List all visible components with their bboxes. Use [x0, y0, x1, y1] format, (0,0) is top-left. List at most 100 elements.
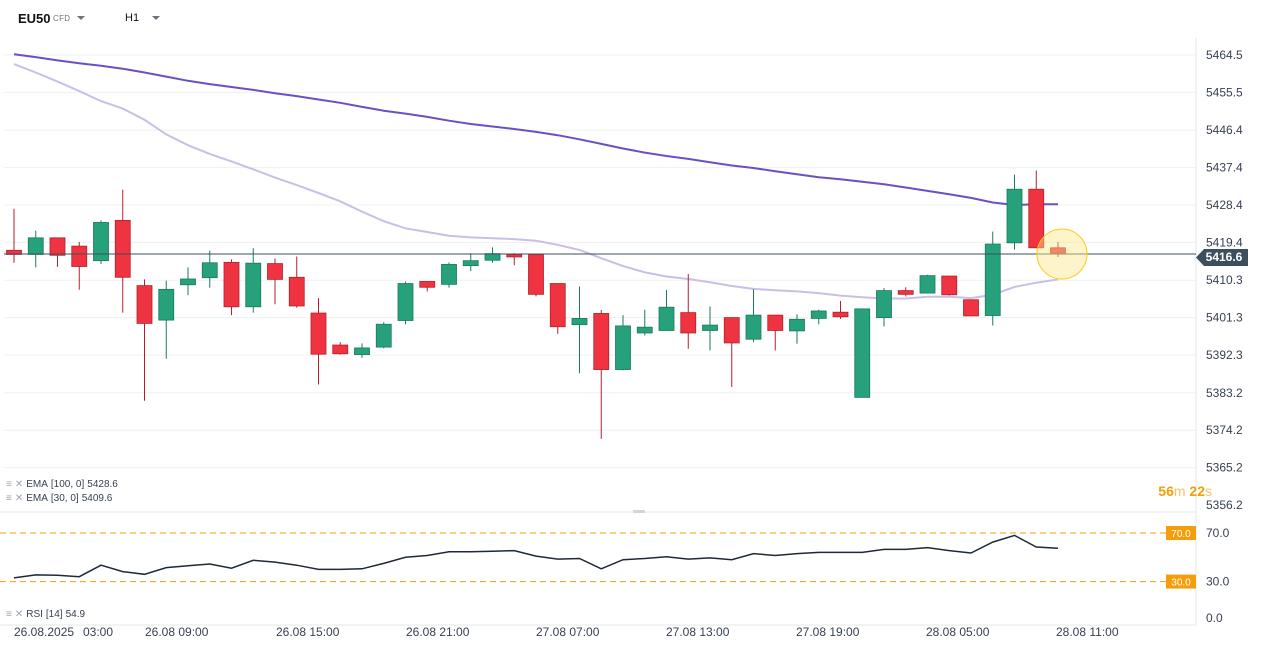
- time-tick-label: 27.08 19:00: [796, 625, 860, 639]
- ema100-label: EMA: [26, 479, 48, 490]
- price-tick-label: 5356.2: [1206, 498, 1243, 512]
- price-tick-label: 5455.5: [1206, 85, 1243, 99]
- current-price-tag: 5416.6: [1196, 249, 1248, 266]
- candle-body: [332, 344, 349, 355]
- candle-body: [702, 324, 718, 331]
- time-tick-label: 27.08 07:00: [536, 625, 600, 639]
- price-tick-label: 5374.2: [1206, 423, 1243, 437]
- candle-body: [636, 326, 653, 334]
- remove-icon[interactable]: ✕: [14, 609, 24, 620]
- candle-body: [180, 278, 196, 286]
- settings-icon[interactable]: ≡: [6, 493, 12, 504]
- timeframe-dropdown-chevron-icon[interactable]: [152, 16, 160, 20]
- instrument-type-label: CFD: [53, 14, 71, 23]
- price-tick-label: 5392.3: [1206, 348, 1243, 362]
- candle-body: [267, 263, 283, 280]
- rsi-level-tag-label: 30.0: [1171, 578, 1191, 589]
- price-tick-label: 5419.4: [1206, 235, 1243, 249]
- timeframe-selector[interactable]: H1: [125, 12, 140, 24]
- rsi-legend[interactable]: ≡ ✕ RSI [14] 54.9: [6, 609, 85, 620]
- candle-body: [288, 276, 305, 307]
- time-tick-label: 28.08 05:00: [926, 625, 990, 639]
- ema30-legend[interactable]: ≡ ✕ EMA [30, 0] 5409.6: [6, 493, 112, 504]
- time-tick-label: 26.08.2025: [14, 625, 74, 639]
- candle-body: [658, 306, 675, 331]
- candle-body: [49, 237, 66, 256]
- rsi-value: 54.9: [65, 609, 86, 620]
- countdown-minutes-unit: m: [1173, 483, 1186, 499]
- rsi-level-tag-label: 70.0: [1171, 529, 1191, 540]
- time-tick-label: 28.08 11:00: [1056, 625, 1119, 639]
- rsi-axis-label: 30.0: [1206, 575, 1230, 589]
- ema100-value: 5428.6: [87, 479, 118, 490]
- price-tick-label: 5437.4: [1206, 161, 1243, 175]
- price-tick-label: 5446.4: [1206, 123, 1243, 137]
- settings-icon[interactable]: ≡: [6, 609, 12, 620]
- price-tick-label: 5401.3: [1206, 311, 1243, 325]
- time-tick-label: 27.08 13:00: [666, 625, 730, 639]
- rsi-axis-label: 0.0: [1206, 611, 1223, 625]
- candle-body: [462, 260, 479, 267]
- ema-100-path: [13, 53, 1058, 207]
- ema100-legend[interactable]: ≡ ✕ EMA [100, 0] 5428.6: [6, 479, 118, 490]
- candle-body: [441, 264, 457, 285]
- current-price-value: 5416.6: [1205, 250, 1243, 264]
- candle-body: [897, 290, 914, 295]
- time-tick-label: 03:00: [83, 625, 113, 639]
- candle-body: [1028, 188, 1045, 249]
- candlestick-series: [6, 170, 1066, 439]
- time-axis: 26.08.2025 03:00 26.08 09:00 26.08 15:00 26.…: [0, 624, 1196, 639]
- remove-icon[interactable]: ✕: [14, 479, 24, 490]
- ema30-label: EMA: [26, 493, 48, 504]
- candle-body: [354, 347, 370, 355]
- candle-body: [723, 317, 740, 344]
- candle-body: [419, 281, 436, 288]
- candle-body: [876, 290, 892, 319]
- candle-body: [680, 312, 697, 334]
- candle-body: [310, 312, 327, 355]
- toolbar: EU50 CFD H1: [0, 0, 1264, 38]
- candle-body: [201, 262, 218, 279]
- candle-body: [397, 283, 414, 321]
- panel-separator: [0, 510, 1196, 513]
- candle-body: [615, 325, 631, 370]
- candle-body: [506, 254, 523, 258]
- rsi-label: RSI: [26, 609, 43, 620]
- candle-body: [854, 308, 871, 398]
- candle-body: [27, 237, 44, 255]
- price-tick-label: 5428.4: [1206, 198, 1243, 212]
- candle-body: [810, 310, 827, 319]
- countdown-seconds: 22: [1189, 483, 1205, 499]
- candle-body: [136, 285, 153, 324]
- candle-body: [832, 311, 849, 318]
- candle-body: [984, 243, 1001, 316]
- symbol-label[interactable]: EU50: [18, 11, 51, 26]
- last-candle-highlight: [1036, 228, 1088, 280]
- settings-icon[interactable]: ≡: [6, 479, 12, 490]
- candle-body: [919, 275, 936, 294]
- rsi-line: [13, 534, 1059, 579]
- price-tick-label: 5464.5: [1206, 48, 1243, 62]
- ema-100-line: [13, 53, 1058, 207]
- candle-body: [528, 254, 544, 295]
- candle-body: [963, 299, 979, 317]
- candle-body: [223, 261, 240, 308]
- candle-body: [93, 222, 109, 262]
- symbol-dropdown-chevron-icon[interactable]: [77, 16, 85, 20]
- current-price-line: [4, 228, 1196, 280]
- rsi-panel: 70.0 70.0 30.0 30.0 0.0: [0, 526, 1230, 625]
- candle-body: [745, 314, 762, 340]
- remove-icon[interactable]: ✕: [14, 493, 24, 504]
- rsi-params: [14]: [45, 609, 63, 620]
- candle-body: [1006, 188, 1023, 244]
- countdown-minutes: 56: [1158, 483, 1174, 499]
- candle-countdown: 56m 22s: [1158, 483, 1212, 499]
- candle-body: [484, 253, 501, 261]
- countdown-seconds-unit: s: [1205, 483, 1212, 499]
- candle-body: [158, 288, 175, 321]
- ema30-value: 5409.6: [81, 493, 113, 504]
- rsi-level-tag: [1166, 574, 1196, 589]
- ema30-params: [30, 0]: [50, 493, 79, 504]
- candle-body: [789, 318, 805, 332]
